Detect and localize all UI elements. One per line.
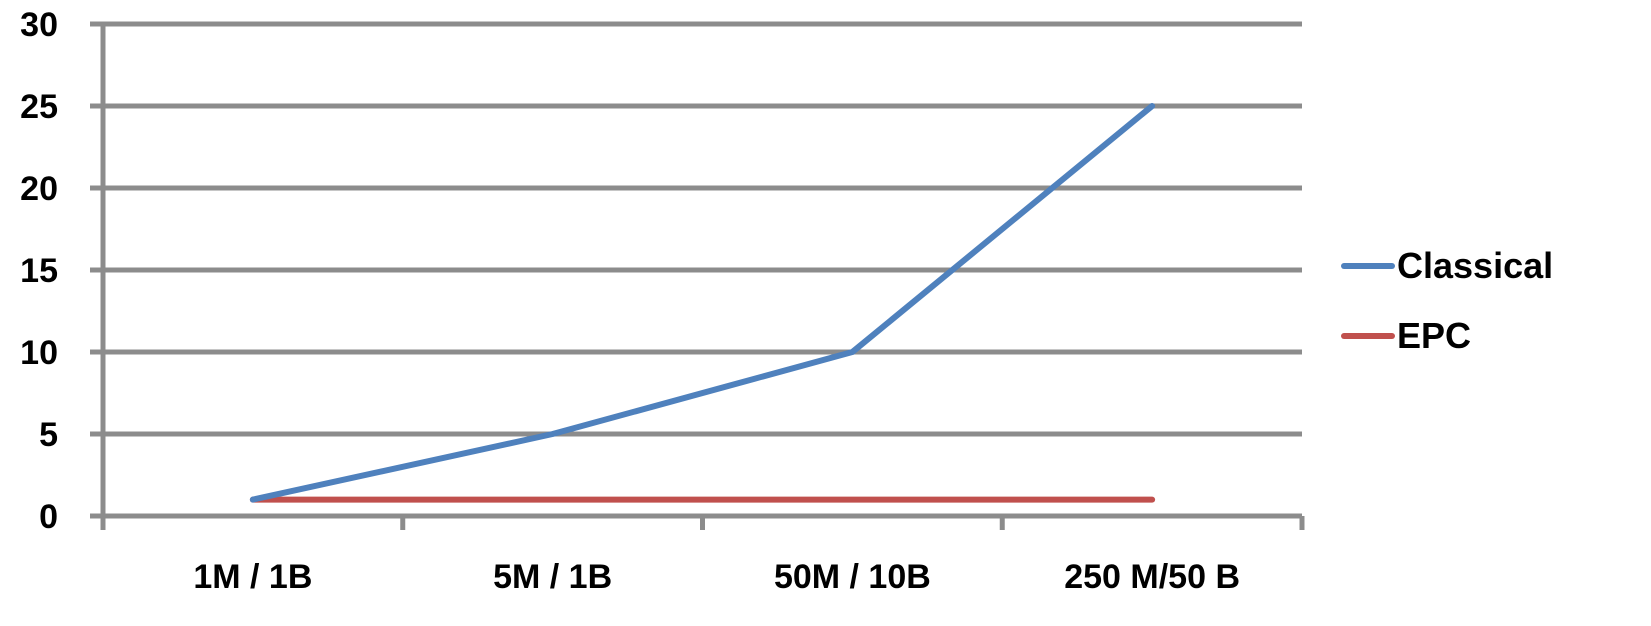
x-tick-label: 250 M/50 B: [1064, 558, 1240, 596]
y-tick-label: 10: [20, 334, 58, 372]
legend-label-epc: EPC: [1397, 315, 1471, 356]
y-tick-label: 15: [20, 252, 58, 290]
y-tick-labels: 0 5 10 15 20 25 30: [20, 6, 58, 536]
y-tick-label: 30: [20, 6, 58, 44]
legend-label-classical: Classical: [1397, 245, 1553, 286]
y-tick-label: 5: [39, 416, 58, 454]
x-tick-labels: 1M / 1B 5M / 1B 50M / 10B 250 M/50 B: [193, 558, 1240, 596]
legend: Classical EPC: [1341, 245, 1553, 356]
axes: [90, 22, 1305, 530]
y-tick-label: 0: [39, 498, 58, 536]
x-tick-label: 50M / 10B: [774, 558, 931, 596]
y-tick-label: 20: [20, 170, 58, 208]
x-tick-label: 1M / 1B: [193, 558, 312, 596]
series-line-classical: [249, 103, 1156, 503]
gridlines: [90, 21, 1302, 437]
y-tick-label: 25: [20, 88, 58, 126]
x-tick-label: 5M / 1B: [493, 558, 612, 596]
series-lines: [249, 103, 1156, 503]
